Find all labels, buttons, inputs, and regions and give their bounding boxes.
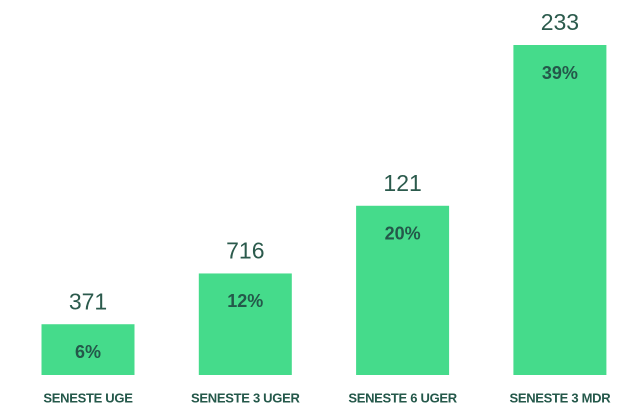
bar xyxy=(41,324,135,375)
x-tick-label: SENESTE 3 UGER xyxy=(191,390,300,405)
x-tick-label: SENESTE 3 MDR xyxy=(509,390,611,405)
x-tick-label: SENESTE UGE xyxy=(43,390,133,405)
bar xyxy=(198,273,292,375)
bar-percent-label: 6% xyxy=(75,342,101,362)
bar-count-label: 716 xyxy=(226,238,264,264)
bar-percent-label: 12% xyxy=(227,291,263,311)
bar xyxy=(513,45,607,375)
bar-percent-label: 20% xyxy=(385,224,421,244)
bar xyxy=(356,205,450,375)
x-tick-label: SENESTE 6 UGER xyxy=(348,390,457,405)
bar-count-label: 371 xyxy=(69,288,107,314)
bar-count-label: 233 xyxy=(541,9,579,35)
bar-count-label: 121 xyxy=(383,170,421,196)
bar-percent-label: 39% xyxy=(542,63,578,83)
